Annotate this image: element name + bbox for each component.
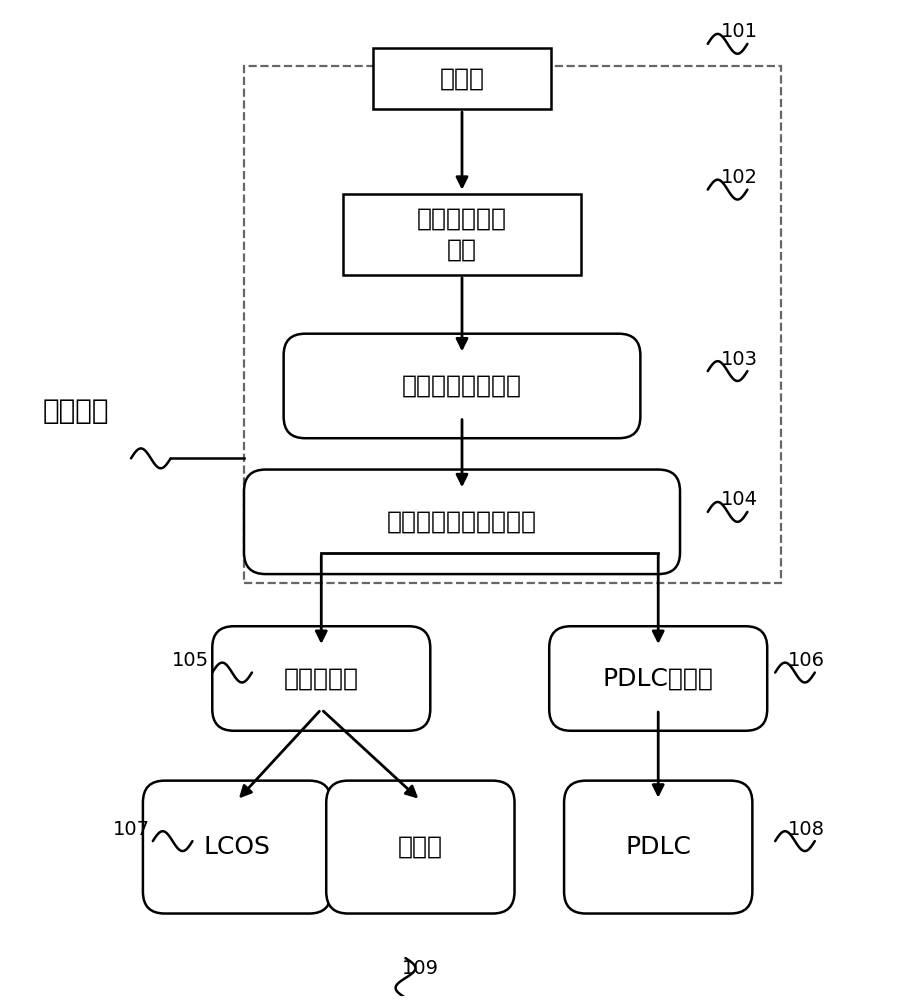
Text: 104: 104 [721,490,758,509]
Text: 显示驱动器: 显示驱动器 [284,666,359,690]
FancyBboxPatch shape [549,626,767,731]
Text: 液晶盒: 液晶盒 [398,835,443,859]
Bar [244,66,781,583]
Bar [372,48,552,109]
Text: 101: 101 [721,22,758,41]
Bar [343,194,581,275]
Text: 深度信息提取
模块: 深度信息提取 模块 [417,206,507,262]
FancyBboxPatch shape [143,781,331,914]
FancyBboxPatch shape [564,781,752,914]
Text: 深度信息分配模块: 深度信息分配模块 [402,374,522,398]
Text: 102: 102 [721,168,758,187]
Text: LCOS: LCOS [203,835,271,859]
Text: PDLC驱动器: PDLC驱动器 [602,666,713,690]
Text: 109: 109 [402,959,439,978]
FancyBboxPatch shape [244,470,680,574]
Text: 深度图像再现控制模块: 深度图像再现控制模块 [387,510,537,534]
Text: 105: 105 [172,651,209,670]
Text: 107: 107 [113,820,150,839]
Text: 106: 106 [788,651,825,670]
Text: PDLC: PDLC [626,835,691,859]
FancyBboxPatch shape [284,334,640,438]
FancyBboxPatch shape [213,626,431,731]
FancyBboxPatch shape [326,781,515,914]
Text: 103: 103 [721,350,758,369]
Text: 图像源: 图像源 [440,67,484,91]
Text: 108: 108 [788,820,825,839]
Text: 光场算法: 光场算法 [43,397,109,425]
